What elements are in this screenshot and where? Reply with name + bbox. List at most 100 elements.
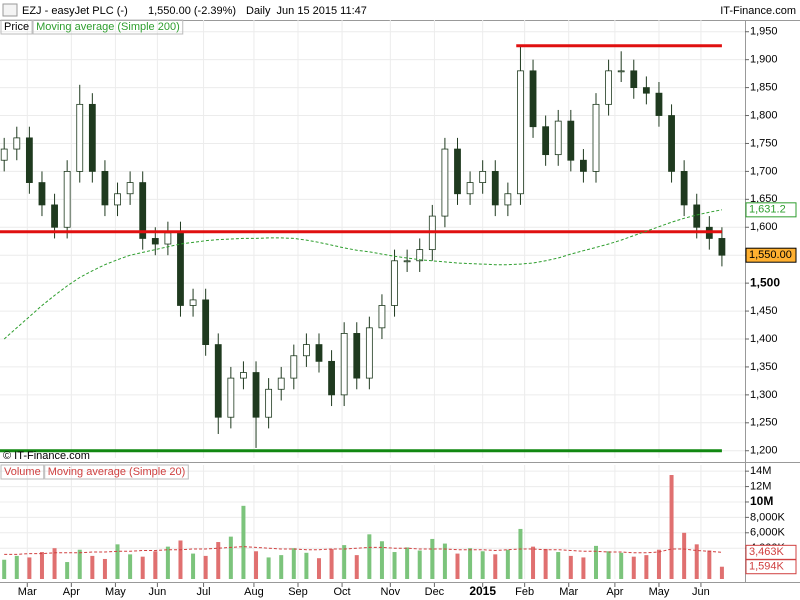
moving-average-line bbox=[3, 209, 722, 340]
y-tick-label: 1,500 bbox=[750, 275, 780, 289]
volume-bar bbox=[90, 555, 95, 579]
legend-label: Price bbox=[4, 21, 29, 33]
candle-body bbox=[580, 159, 587, 172]
y-tick-label: 1,450 bbox=[750, 305, 778, 317]
menu-icon[interactable] bbox=[2, 3, 18, 17]
volume-bar bbox=[165, 546, 170, 579]
volume-bar bbox=[128, 554, 133, 579]
y-tick-label: 1,850 bbox=[750, 82, 778, 94]
candle-body bbox=[51, 204, 58, 228]
volume-bar bbox=[405, 547, 410, 579]
candle-body bbox=[227, 377, 235, 418]
candle-body bbox=[139, 182, 147, 239]
candle-body bbox=[189, 299, 197, 306]
y-tick-label: 14M bbox=[750, 465, 771, 477]
y-tick-label: 1,800 bbox=[750, 109, 778, 121]
candle-body bbox=[101, 171, 109, 206]
volume-bar bbox=[203, 555, 208, 579]
volume-bar bbox=[455, 553, 460, 579]
volume-bar bbox=[216, 542, 221, 579]
x-tick-label: Apr bbox=[63, 586, 80, 598]
candle-body bbox=[454, 148, 461, 195]
candle-body bbox=[240, 372, 247, 379]
volume-bar bbox=[606, 551, 611, 579]
last-value-label: 1,631.2 bbox=[749, 204, 786, 216]
candle-body bbox=[391, 260, 398, 306]
candle-body bbox=[403, 260, 411, 263]
chart-info: Daily Jun 15 2015 11:47 bbox=[246, 5, 367, 17]
candle-body bbox=[617, 70, 625, 73]
legend-entry: Moving average (Simple 20) bbox=[48, 466, 186, 478]
volume-bar bbox=[14, 555, 19, 579]
candle-body bbox=[416, 249, 424, 262]
candle-body bbox=[680, 171, 688, 206]
volume-bar bbox=[304, 552, 309, 579]
y-tick-label: 12M bbox=[750, 480, 771, 492]
volume-bar bbox=[266, 557, 271, 579]
candle-body bbox=[554, 120, 562, 156]
volume-bar bbox=[619, 552, 624, 579]
volume-bar bbox=[442, 543, 447, 579]
y-tick-label: 1,250 bbox=[750, 417, 778, 429]
volume-bar bbox=[329, 548, 334, 579]
candle-body bbox=[466, 182, 474, 195]
volume-bar bbox=[77, 549, 82, 579]
legend-box bbox=[32, 19, 184, 35]
candle-body bbox=[63, 171, 71, 228]
x-tick-label: Dec bbox=[425, 586, 445, 598]
candle-body bbox=[630, 70, 638, 88]
last-value-label: 3,463K bbox=[749, 546, 785, 558]
volume-bar bbox=[2, 559, 7, 579]
volume-bar bbox=[468, 548, 473, 579]
x-tick-label: May bbox=[649, 586, 670, 598]
y-tick-label: 1,350 bbox=[750, 361, 778, 373]
y-tick-label: 1,400 bbox=[750, 333, 778, 345]
x-tick-label: Jul bbox=[197, 586, 211, 598]
volume-bar bbox=[316, 558, 321, 579]
legend-box bbox=[0, 19, 33, 35]
candle-body bbox=[114, 193, 121, 206]
volume-bar bbox=[178, 540, 183, 579]
volume-bar bbox=[65, 562, 70, 579]
volume-bar bbox=[707, 550, 712, 579]
candle-body bbox=[353, 333, 361, 379]
volume-bar bbox=[493, 554, 498, 579]
volume-bar bbox=[354, 555, 359, 579]
volume-bar bbox=[631, 556, 636, 579]
last-value-box bbox=[745, 247, 797, 263]
y-tick-label: 1,900 bbox=[750, 54, 778, 66]
x-tick-label: Oct bbox=[334, 586, 351, 598]
candle-body bbox=[202, 299, 210, 345]
volume-bar bbox=[644, 555, 649, 579]
y-tick-label: 1,950 bbox=[750, 26, 778, 38]
candle-body bbox=[290, 355, 298, 379]
y-tick-label: 1,650 bbox=[750, 193, 778, 205]
symbol: EZJ - easyJet PLC (-) bbox=[22, 5, 128, 17]
candle-body bbox=[491, 171, 499, 206]
candle-body bbox=[605, 70, 612, 105]
candle-body bbox=[441, 148, 449, 217]
x-tick-label: Jun bbox=[692, 586, 710, 598]
candle-body bbox=[542, 126, 550, 156]
candle-body bbox=[529, 70, 537, 128]
x-tick-label: May bbox=[105, 586, 126, 598]
volume-bar bbox=[694, 544, 699, 579]
candle-body bbox=[126, 182, 134, 195]
candle-body bbox=[13, 137, 21, 150]
candle-body bbox=[214, 344, 222, 418]
y-tick-label: 10M bbox=[750, 494, 773, 508]
volume-bar bbox=[228, 536, 233, 579]
y-tick-label: 1,750 bbox=[750, 137, 778, 149]
candle-body bbox=[265, 388, 273, 418]
x-tick-label: Apr bbox=[606, 586, 623, 598]
volume-bar bbox=[417, 550, 422, 579]
candle-body bbox=[504, 193, 512, 206]
volume-bar bbox=[719, 566, 724, 579]
candle-body bbox=[340, 333, 348, 396]
candle-body bbox=[0, 148, 8, 161]
candle-body bbox=[479, 171, 487, 183]
volume-bar bbox=[531, 546, 536, 579]
volume-bar bbox=[342, 545, 347, 579]
